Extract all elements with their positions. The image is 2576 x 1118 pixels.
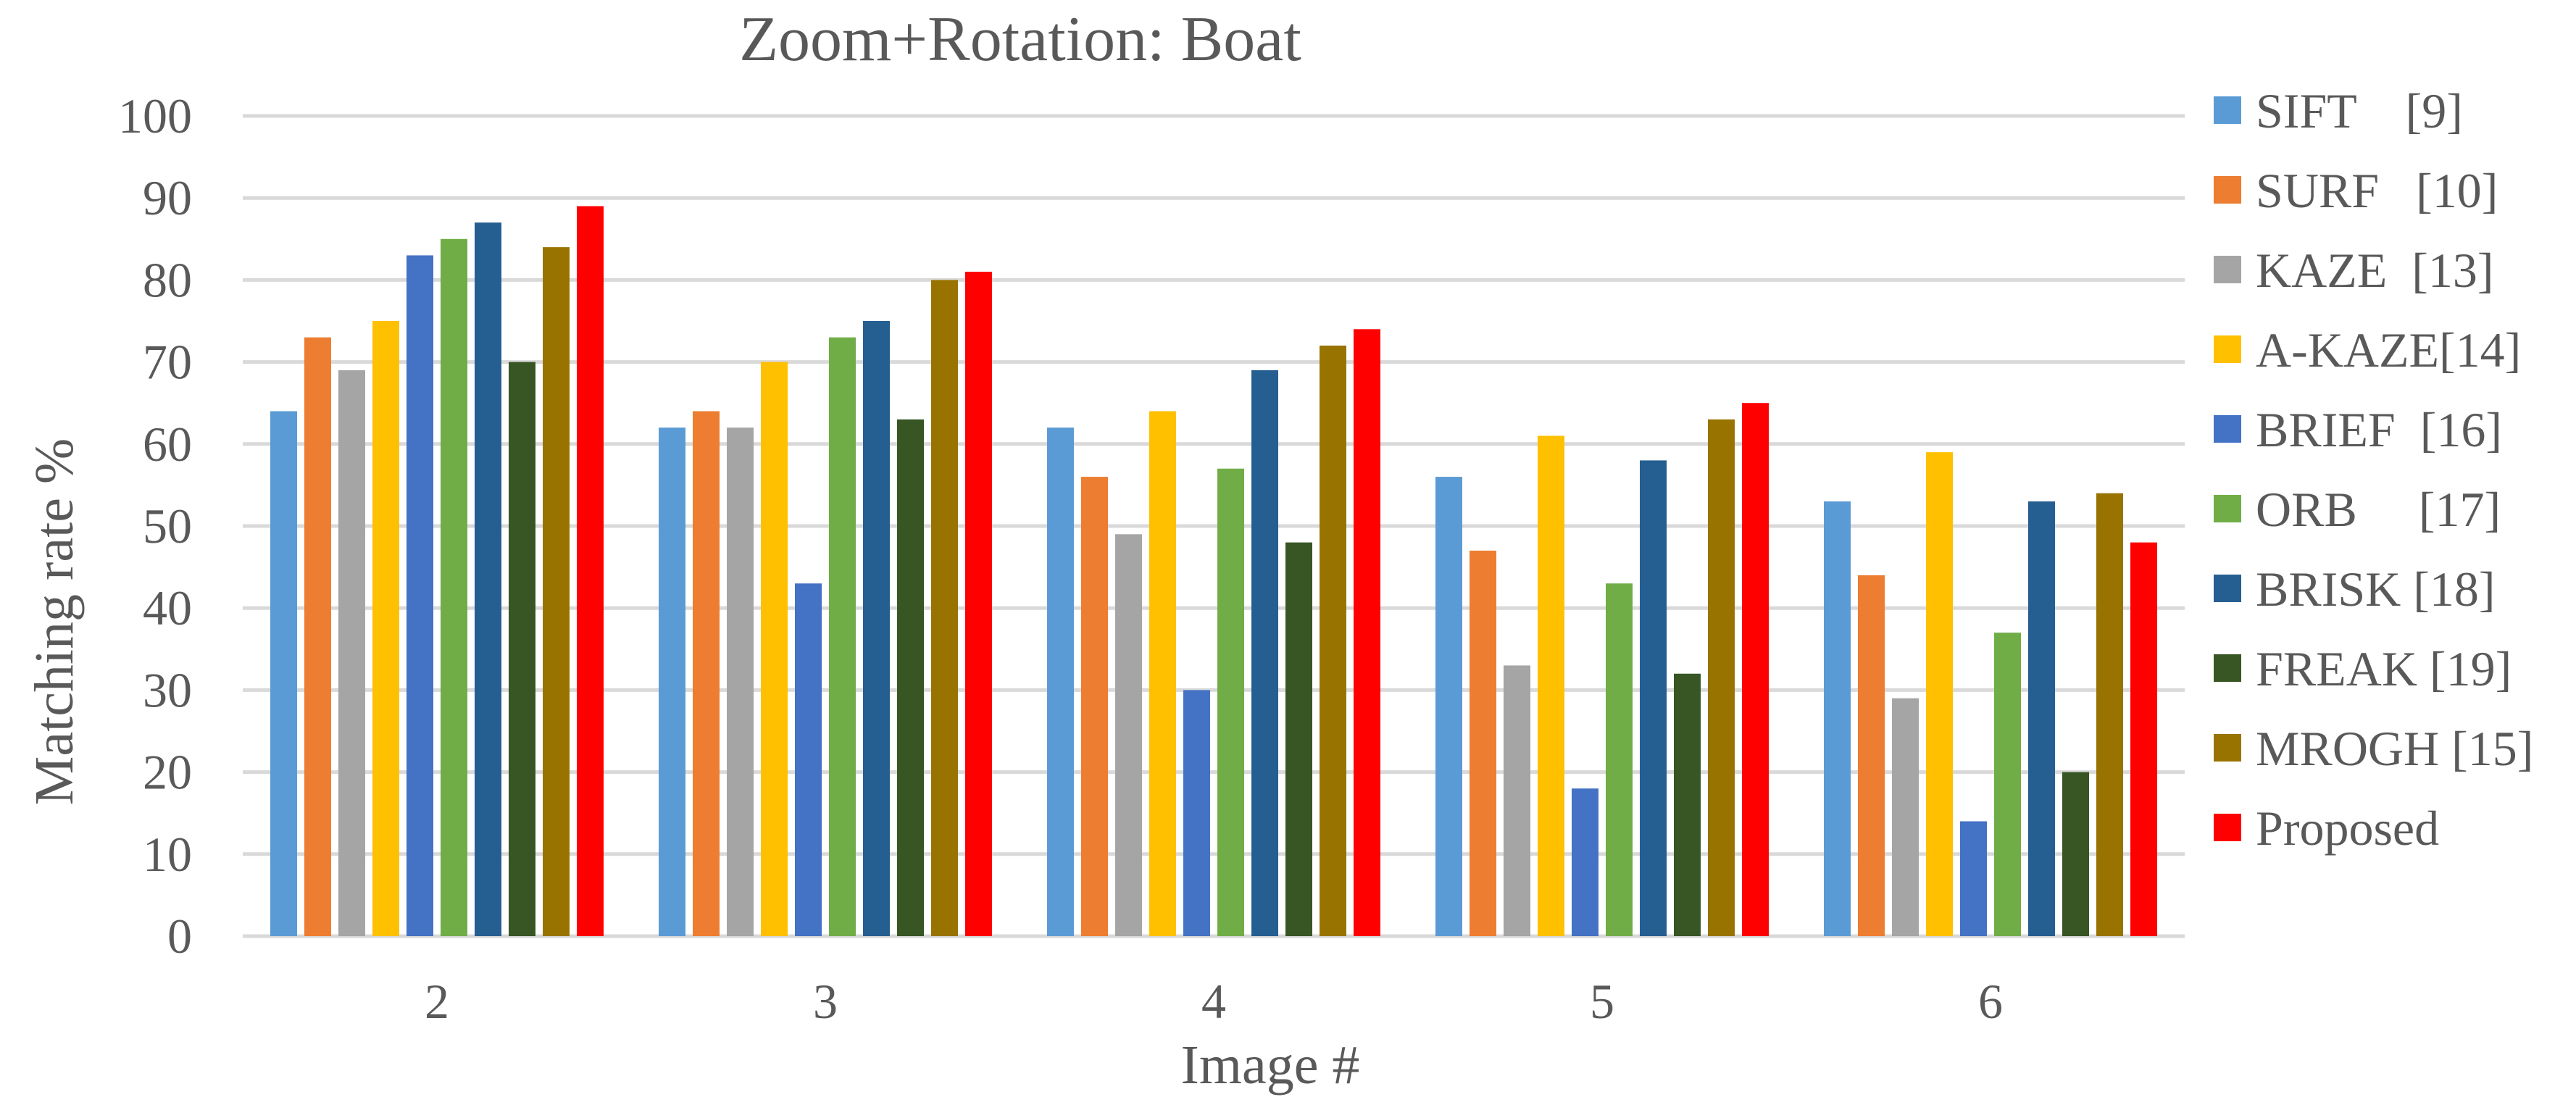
y-tick-label: 80 xyxy=(143,252,192,307)
bar-mrogh-15--5 xyxy=(1708,419,1735,936)
bar-orb-17--5 xyxy=(1606,583,1633,936)
bar-proposed-2 xyxy=(577,206,604,936)
bar-proposed-3 xyxy=(965,272,992,937)
bar-freak-19--6 xyxy=(2062,772,2089,936)
bar-a-kaze-14--6 xyxy=(1926,452,1953,936)
bar-sift-9--3 xyxy=(659,427,685,936)
x-tick-label: 4 xyxy=(1201,974,1226,1029)
bar-freak-19--5 xyxy=(1674,673,1701,936)
legend-label: SURF [10] xyxy=(2256,163,2498,218)
bar-brisk-18--5 xyxy=(1640,460,1667,936)
bar-brisk-18--4 xyxy=(1251,370,1278,936)
bar-orb-17--4 xyxy=(1217,468,1244,936)
legend-label: SIFT [9] xyxy=(2256,83,2463,138)
legend-label: KAZE [13] xyxy=(2256,243,2494,298)
legend-label: BRISK [18] xyxy=(2256,562,2496,617)
bar-orb-17--6 xyxy=(1994,633,2021,936)
bar-freak-19--3 xyxy=(897,419,924,936)
bar-brisk-18--6 xyxy=(2028,501,2055,936)
bar-a-kaze-14--2 xyxy=(372,321,399,936)
bar-mrogh-15--6 xyxy=(2096,493,2123,936)
legend-swatch xyxy=(2214,256,2241,283)
bar-brisk-18--3 xyxy=(863,321,890,936)
bar-surf-10--2 xyxy=(304,337,331,936)
legend-swatch xyxy=(2214,814,2241,841)
bar-brief-16--6 xyxy=(1960,821,1987,936)
legend-label: MROGH [15] xyxy=(2256,721,2533,776)
bar-brisk-18--2 xyxy=(475,222,501,936)
x-tick-label: 2 xyxy=(425,974,449,1029)
legend-label: FREAK [19] xyxy=(2256,641,2512,696)
bar-a-kaze-14--4 xyxy=(1149,411,1176,936)
y-tick-label: 30 xyxy=(143,662,192,717)
bar-sift-9--4 xyxy=(1047,427,1074,936)
bar-proposed-4 xyxy=(1354,329,1380,936)
bar-proposed-6 xyxy=(2130,542,2157,936)
bar-orb-17--2 xyxy=(441,238,467,936)
bar-mrogh-15--3 xyxy=(931,280,958,936)
bar-orb-17--3 xyxy=(829,337,856,936)
chart-title: Zoom+Rotation: Boat xyxy=(739,4,1301,75)
bar-brief-16--2 xyxy=(407,255,433,936)
bar-surf-10--5 xyxy=(1470,550,1496,936)
legend-label: A-KAZE[14] xyxy=(2256,322,2521,377)
bar-freak-19--2 xyxy=(509,362,535,937)
bars xyxy=(270,206,2157,937)
legend-swatch xyxy=(2214,96,2241,124)
bar-brief-16--3 xyxy=(795,583,822,936)
bar-mrogh-15--2 xyxy=(543,247,570,936)
axes: 0 10 20 30 40 50 60 70 80 90 100 2 3 4 5 6 xyxy=(118,88,2003,1029)
y-axis-title: Matching rate % xyxy=(24,438,85,805)
x-tick-label: 5 xyxy=(1590,974,1614,1029)
legend-swatch xyxy=(2214,176,2241,204)
bar-kaze-13--5 xyxy=(1504,665,1530,936)
bar-kaze-13--4 xyxy=(1115,534,1142,936)
y-tick-label: 20 xyxy=(143,745,192,800)
x-axis-title: Image # xyxy=(1181,1035,1360,1096)
bar-kaze-13--2 xyxy=(338,370,365,936)
legend-swatch xyxy=(2214,335,2241,363)
bar-mrogh-15--4 xyxy=(1320,345,1346,937)
bar-freak-19--4 xyxy=(1285,542,1312,936)
legend-label: BRIEF [16] xyxy=(2256,402,2502,457)
bar-kaze-13--3 xyxy=(727,427,754,936)
bar-surf-10--6 xyxy=(1858,575,1885,936)
bar-a-kaze-14--3 xyxy=(761,362,788,937)
y-tick-label: 90 xyxy=(143,170,192,225)
y-tick-label: 0 xyxy=(167,909,192,964)
legend-label: Proposed xyxy=(2256,801,2439,856)
legend-swatch xyxy=(2214,654,2241,682)
bar-a-kaze-14--5 xyxy=(1538,435,1564,936)
legend-swatch xyxy=(2214,575,2241,602)
bar-brief-16--5 xyxy=(1572,788,1598,936)
y-tick-label: 60 xyxy=(143,417,192,472)
y-tick-label: 50 xyxy=(143,498,192,554)
x-tick-label: 6 xyxy=(1978,974,2003,1029)
bar-surf-10--3 xyxy=(693,411,720,936)
bar-sift-9--2 xyxy=(270,411,297,936)
bar-sift-9--6 xyxy=(1824,501,1851,936)
bar-sift-9--5 xyxy=(1435,477,1462,936)
bar-surf-10--4 xyxy=(1081,477,1108,936)
legend-swatch xyxy=(2214,495,2241,522)
x-tick-label: 3 xyxy=(813,974,838,1029)
y-tick-label: 40 xyxy=(143,580,192,635)
legend-swatch xyxy=(2214,415,2241,443)
bar-brief-16--4 xyxy=(1183,690,1210,936)
legend-label: ORB [17] xyxy=(2256,482,2501,537)
legend: SIFT [9] SURF [10] KAZE [13] A-KAZE[14] BRIE… xyxy=(2214,83,2533,856)
bar-proposed-5 xyxy=(1742,403,1769,936)
legend-swatch xyxy=(2214,734,2241,762)
bar-kaze-13--6 xyxy=(1892,698,1919,936)
y-tick-label: 100 xyxy=(118,88,192,143)
y-tick-label: 70 xyxy=(143,335,192,390)
y-tick-label: 10 xyxy=(143,827,192,882)
